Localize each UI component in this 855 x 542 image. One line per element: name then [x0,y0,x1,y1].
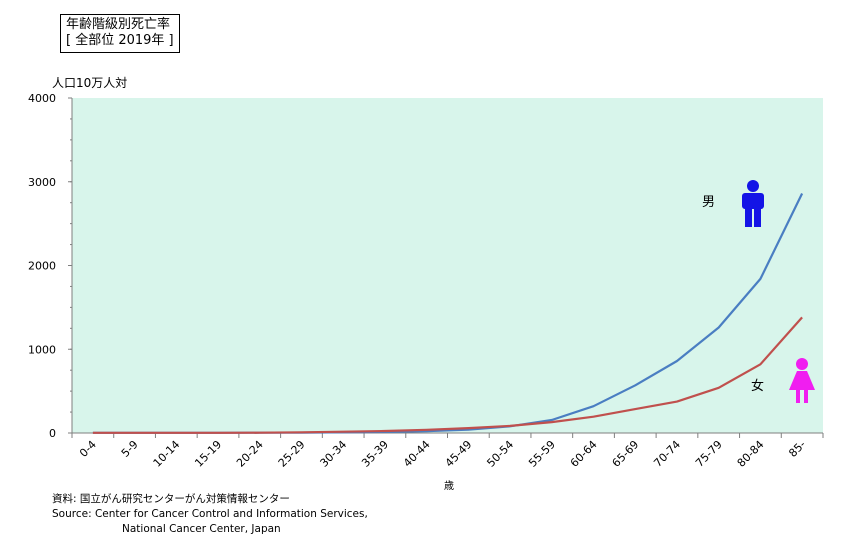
x-tick-label: 0-4 [77,438,99,460]
x-tick-label: 65-69 [610,438,642,470]
plot-area [72,98,823,433]
x-tick-label: 35-39 [359,438,391,470]
series-label-female: 女 [751,378,764,394]
x-tick-label: 15-19 [192,438,224,470]
x-tick-label: 60-64 [568,438,600,470]
x-tick-label: 25-29 [276,438,308,470]
y-tick-label: 3000 [28,176,56,189]
x-axis-label: 歳 [444,480,454,492]
source-line-ja: 資料: 国立がん研究センターがん対策情報センター [52,493,290,505]
y-tick-label: 2000 [28,260,56,273]
x-tick-label: 40-44 [401,438,433,470]
chart-title: 年齢階級別死亡率 [66,17,171,32]
chart-title-box: 年齢階級別死亡率 [ 全部位 2019年 ] [60,14,180,53]
x-tick-label: 10-14 [151,438,183,470]
series-line-female [92,316,803,434]
male-figure-icon [742,180,764,227]
x-tick-label: 45-49 [443,438,475,470]
series-label-male: 男 [702,195,715,210]
x-tick-label: 85- [786,438,808,460]
x-tick-label: 20-24 [234,438,266,470]
y-tick-label: 1000 [28,343,56,356]
x-tick-label: 70-74 [651,438,683,470]
source-note: 資料: 国立がん研究センターがん対策情報センター Source: Center … [52,492,368,537]
x-tick-label: 5-9 [119,438,141,460]
x-tick-label: 30-34 [318,438,350,470]
y-tick-label: 0 [49,427,56,440]
x-tick-label: 50-54 [484,438,516,470]
y-tick-label: 4000 [28,92,56,105]
female-figure-icon [789,358,815,403]
x-tick-label: 55-59 [526,438,558,470]
source-line-en-cont: National Cancer Center, Japan [122,523,281,535]
y-axis-label: 人口10万人対 [52,76,127,90]
x-tick-label: 75-79 [693,438,725,470]
chart-subtitle: [ 全部位 2019年 ] [66,33,174,48]
x-tick-label: 80-84 [735,438,767,470]
source-line-en: Source: Center for Cancer Control and In… [52,508,368,520]
